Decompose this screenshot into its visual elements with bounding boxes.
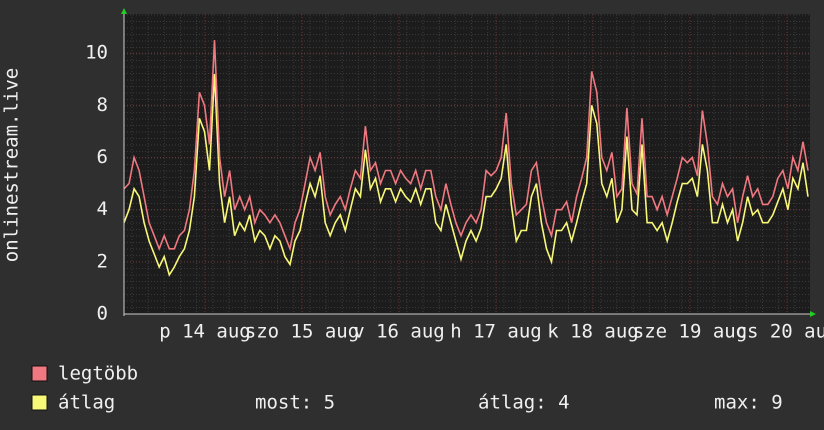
y-tick-label: 6 <box>97 146 108 168</box>
y-tick-label: 0 <box>97 303 108 325</box>
y-tick-label: 4 <box>97 198 108 220</box>
legend-swatch <box>31 365 48 382</box>
x-tick-label: szo 15 aug <box>245 321 359 343</box>
y-arrow <box>121 8 127 14</box>
y-axis-label: onlinestream.live <box>1 68 23 262</box>
x-arrow <box>810 311 816 317</box>
y-tick-label: 2 <box>97 250 108 272</box>
x-tick-label: p 14 aug <box>159 321 251 343</box>
legend-swatch <box>31 394 48 411</box>
y-tick-label: 8 <box>97 94 108 116</box>
x-tick-label: h 17 aug <box>450 321 542 343</box>
x-tick-label: k 18 aug <box>547 321 639 343</box>
stat: most: 5 <box>255 392 335 414</box>
legend-label: legtöbb <box>58 363 138 385</box>
stat: max: 9 <box>714 392 783 414</box>
x-tick-label: v 16 aug <box>353 321 445 343</box>
x-tick-label: sze 19 aug <box>633 321 747 343</box>
x-tick-label: cs 20 aug <box>736 321 824 343</box>
series-line <box>123 40 809 252</box>
legend-label: átlag <box>58 392 115 414</box>
series-line <box>123 73 809 277</box>
stat: átlag: 4 <box>478 392 570 414</box>
y-tick-label: 10 <box>85 42 108 64</box>
